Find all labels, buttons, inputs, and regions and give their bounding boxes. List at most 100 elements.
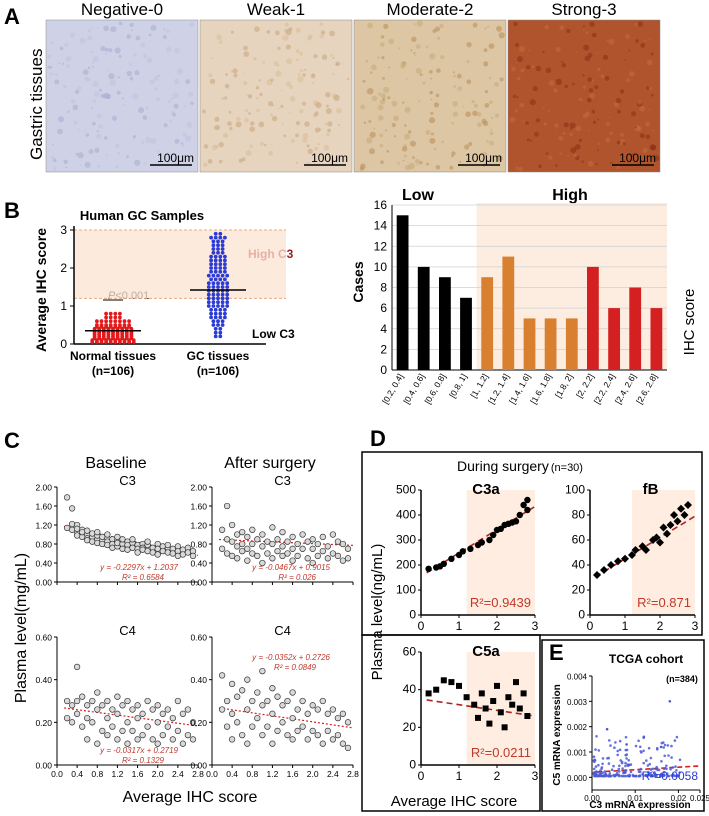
C-after-C4-xtick-label: 0.4 xyxy=(226,769,238,779)
ihc-texture-dot xyxy=(532,86,538,92)
b1-title: Human GC Samples xyxy=(80,208,204,223)
D-fB-ytick-label: 100 xyxy=(565,483,585,497)
b1-point-gc xyxy=(209,269,214,274)
ihc-texture-dot xyxy=(645,121,650,127)
E-TCGA-ytick-label: 0.004 xyxy=(567,673,588,682)
ihc-texture-dot xyxy=(628,49,631,52)
C-after-C4-point xyxy=(249,697,256,705)
ihc-texture-dot xyxy=(569,132,573,137)
ihc-texture-dot xyxy=(509,116,516,123)
b1-point-normal xyxy=(118,319,122,324)
ihc-texture-dot xyxy=(594,85,599,90)
ihc-texture-dot xyxy=(416,164,419,166)
D-fB-point xyxy=(600,566,608,574)
e-point xyxy=(671,766,674,769)
ihc-texture-dot xyxy=(121,97,124,100)
ihc-texture-dot xyxy=(394,135,397,138)
C-after-C3-point xyxy=(234,555,241,562)
C-after-C3-point xyxy=(309,559,316,567)
D-fB-point xyxy=(656,538,664,547)
C-after-C4-point xyxy=(228,710,236,717)
C-after-C4-point xyxy=(244,706,251,713)
ihc-texture-dot xyxy=(148,33,152,37)
ihc-texture-dot xyxy=(381,56,385,60)
ihc-texture-dot xyxy=(129,22,134,28)
ihc-texture-dot xyxy=(531,65,535,69)
ihc-texture-dot xyxy=(391,123,396,127)
D-C3a-xtick-label: 2 xyxy=(494,619,501,633)
ihc-texture-dot xyxy=(307,36,312,41)
ihc-texture-dot xyxy=(425,45,429,49)
ihc-texture-dot xyxy=(307,148,313,154)
ihc-texture-dot xyxy=(430,77,432,80)
e-point xyxy=(612,764,615,768)
b2-bar xyxy=(523,318,536,370)
ihc-texture-dot xyxy=(63,159,68,164)
e-point xyxy=(631,774,635,778)
e-n-label: (n=384) xyxy=(666,674,698,684)
C-after-C4-point xyxy=(284,697,291,705)
b1-point-gc xyxy=(220,296,225,301)
D-C5a-xtick-label: 2 xyxy=(494,769,501,783)
ihc-texture-dot xyxy=(317,143,320,145)
panel-c-charts: 0.00 0.40 0.80 1.20 1.60 2.00 C3 y = -0.2297x +… xyxy=(35,473,359,779)
C-base-C4-title: C4 xyxy=(119,623,136,638)
ihc-texture-dot xyxy=(384,129,388,132)
D-C5a-point xyxy=(494,682,500,689)
ihc-texture-dot xyxy=(515,166,520,171)
D-C3a-ytick-label: 500 xyxy=(396,483,416,497)
ihc-texture-dot xyxy=(259,92,263,97)
ihc-texture-dot xyxy=(564,84,568,89)
ihc-texture-dot xyxy=(547,109,550,112)
ihc-texture-dot xyxy=(402,159,405,162)
ihc-texture-dot xyxy=(157,150,160,153)
ihc-texture-dot xyxy=(264,143,267,147)
b1-point-gc xyxy=(206,300,211,305)
ihc-texture-dot xyxy=(283,134,287,138)
scale-bar-label-2: 100μm xyxy=(465,151,502,165)
ihc-texture-dot xyxy=(414,158,420,164)
e-point xyxy=(627,764,630,767)
e-point xyxy=(616,749,619,753)
ihc-texture-dot xyxy=(243,45,248,51)
C-base-C4-point xyxy=(159,731,166,739)
b1-point-gc xyxy=(218,311,223,316)
C-after-C4-xtick-label: 2.4 xyxy=(327,769,339,779)
ihc-texture-dot xyxy=(280,89,283,92)
ihc-texture-dot xyxy=(538,164,542,169)
C-base-C3-ytick-label: 1.60 xyxy=(35,502,52,512)
ihc-texture-dot xyxy=(400,61,407,67)
D-fB-point xyxy=(666,521,675,529)
ihc-texture-dot xyxy=(310,73,316,79)
b1-point-normal xyxy=(104,323,108,327)
C-after-C4-point xyxy=(284,731,291,739)
ihc-texture-dot xyxy=(275,30,280,36)
e-point xyxy=(657,768,661,772)
ihc-texture-dot xyxy=(466,79,472,85)
ihc-texture-dot xyxy=(50,155,55,160)
e-point xyxy=(659,774,662,777)
C-base-C3-point xyxy=(114,539,121,547)
e-point xyxy=(642,761,645,765)
ihc-texture-dot xyxy=(405,164,411,171)
ihc-texture-dot xyxy=(369,148,375,155)
ihc-texture-dot xyxy=(413,23,416,26)
C-after-C3-point xyxy=(339,540,347,548)
ihc-texture-dot xyxy=(555,46,561,53)
ihc-texture-dot xyxy=(484,27,487,30)
ihc-texture-dot xyxy=(249,126,255,132)
D-C5a-point xyxy=(425,690,432,697)
ihc-texture-dot xyxy=(548,80,555,86)
C-after-C3-r2: R² = 0.026 xyxy=(278,573,316,582)
ihc-texture-dot xyxy=(243,81,248,86)
ihc-texture-dot xyxy=(114,143,120,148)
ihc-texture-dot xyxy=(299,109,304,114)
e-point xyxy=(653,771,656,774)
ihc-texture-dot xyxy=(103,92,110,99)
ihc-texture-dot xyxy=(435,165,441,170)
C-base-C4-point xyxy=(184,706,192,713)
e-point xyxy=(609,744,612,747)
b2-ytick-label: 16 xyxy=(374,198,388,212)
ihc-texture-dot xyxy=(225,73,228,76)
C-after-C4-ytick-label: 0.60 xyxy=(190,633,207,643)
